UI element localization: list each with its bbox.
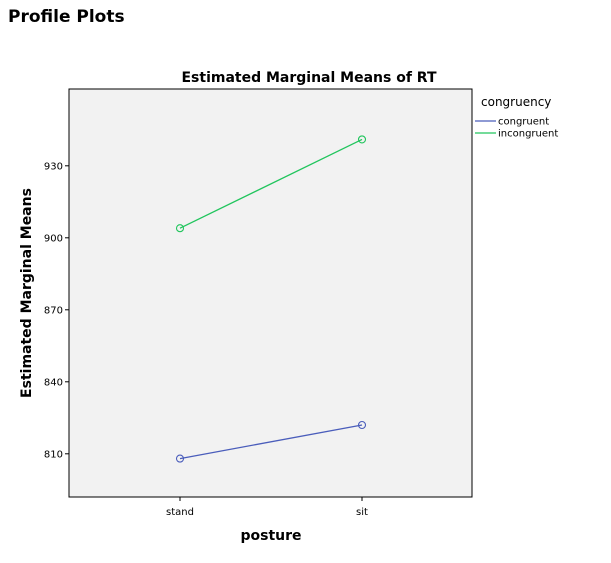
- plot-area: [68, 88, 473, 498]
- x-tick-label-stand: stand: [166, 507, 194, 518]
- data-point-congruent-stand: [175, 454, 185, 463]
- legend-label-congruent: congruent: [498, 117, 549, 128]
- y-tick-label: 870: [44, 305, 63, 316]
- data-point-incongruent-stand: [175, 224, 185, 233]
- legend-label-incongruent: incongruent: [498, 129, 558, 140]
- y-tick-label: 900: [44, 233, 63, 244]
- y-tick-label: 930: [44, 161, 63, 172]
- y-tick-label: 840: [44, 377, 63, 388]
- series-line-congruent: [179, 424, 363, 460]
- series-incongruent: [175, 135, 367, 233]
- legend-item-incongruent: incongruent: [475, 129, 558, 140]
- x-axis-title: posture: [240, 528, 301, 544]
- x-axis: stand sit: [166, 497, 368, 518]
- legend-item-congruent: congruent: [475, 117, 549, 128]
- x-tick-label-sit: sit: [356, 507, 368, 518]
- data-point-congruent-sit: [357, 420, 367, 430]
- y-tick-label: 810: [44, 449, 63, 460]
- y-axis: 810 840 870 900 930: [44, 161, 69, 460]
- legend-title: congruency: [481, 95, 551, 109]
- series-layer: [175, 135, 367, 463]
- chart-title: Estimated Marginal Means of RT: [181, 70, 436, 86]
- series-line-incongruent: [179, 138, 363, 229]
- y-axis-title: Estimated Marginal Means: [19, 188, 35, 398]
- series-congruent: [175, 420, 367, 463]
- page-heading: Profile Plots: [8, 7, 125, 27]
- data-point-incongruent-sit: [357, 135, 367, 144]
